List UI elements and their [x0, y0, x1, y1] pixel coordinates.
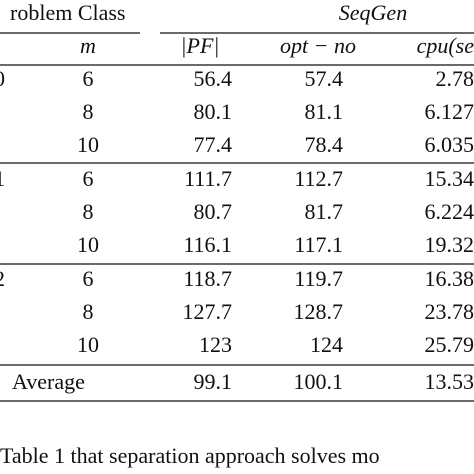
- cell: 6: [83, 166, 94, 191]
- column-header: cpu(se: [417, 33, 474, 58]
- cell: 6.035: [425, 132, 474, 157]
- cell: 6: [83, 266, 94, 291]
- cell: 127.7: [183, 299, 233, 324]
- cell: 8: [83, 299, 94, 324]
- cell: 124: [310, 332, 343, 357]
- column-header: opt − no: [280, 33, 356, 58]
- cell: 6.127: [425, 99, 474, 124]
- cell: 81.1: [305, 99, 344, 124]
- header-method: SeqGen: [339, 0, 407, 25]
- cell: 16.38: [425, 266, 474, 291]
- cell: 78.4: [305, 132, 344, 157]
- cell: 6: [83, 66, 94, 91]
- cell: 119.7: [294, 266, 343, 291]
- cell: 117.1: [294, 232, 343, 257]
- cell: 123: [199, 332, 232, 357]
- cell: 116.1: [183, 232, 232, 257]
- cell: 8: [83, 199, 94, 224]
- cell: 10: [77, 232, 99, 257]
- cell: 100.1: [294, 369, 344, 394]
- cell: 2.78: [436, 66, 474, 91]
- cell: 77.4: [194, 132, 233, 157]
- header-problem-class: roblem Class: [10, 0, 126, 25]
- cell: 80.1: [194, 99, 233, 124]
- cell: 128.7: [294, 299, 344, 324]
- cell: 23.78: [425, 299, 474, 324]
- cell: 99.1: [194, 369, 233, 394]
- cell: 80.7: [194, 199, 233, 224]
- column-header: m: [80, 33, 96, 58]
- cell: 13.53: [425, 369, 474, 394]
- cell: 56.4: [194, 66, 233, 91]
- group-label: 0: [0, 66, 5, 91]
- group-label: 2: [0, 266, 5, 291]
- caption: Table 1 that separation approach solves …: [0, 443, 380, 468]
- cell: 10: [77, 332, 99, 357]
- cell: 111.7: [184, 166, 232, 191]
- cell: 19.32: [425, 232, 474, 257]
- cell: 81.7: [305, 199, 344, 224]
- cell: 15.34: [425, 166, 474, 191]
- group-label: 1: [0, 166, 5, 191]
- cell: 10: [77, 132, 99, 157]
- cell: 25.79: [425, 332, 474, 357]
- cell: 112.7: [294, 166, 343, 191]
- average-label: Average: [12, 369, 85, 394]
- cell: 8: [83, 99, 94, 124]
- cell: 57.4: [305, 66, 344, 91]
- cell: 118.7: [183, 266, 232, 291]
- column-header: |PF|: [181, 33, 220, 58]
- cell: 6.224: [425, 199, 474, 224]
